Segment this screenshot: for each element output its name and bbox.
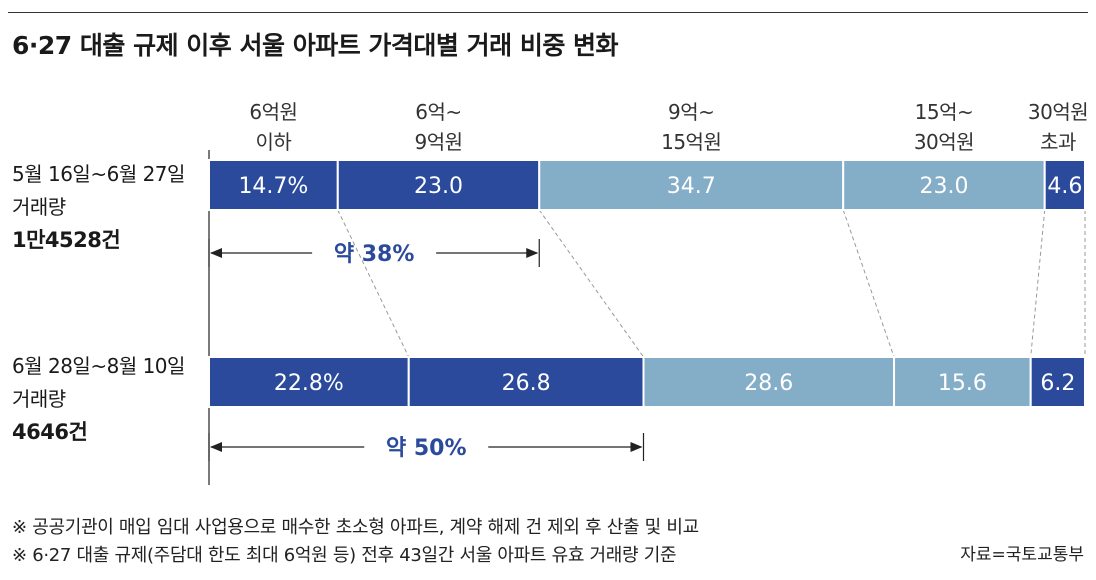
category-label-line1: 9억~ bbox=[668, 100, 715, 124]
bar-segment bbox=[1043, 159, 1086, 211]
bar-segment bbox=[407, 356, 645, 408]
category-label: 6억~ 9억원 bbox=[414, 97, 463, 157]
bar-value-label: 6.2 bbox=[1040, 371, 1075, 396]
bar-value-label: 34.7 bbox=[667, 174, 716, 199]
connector-line bbox=[538, 209, 644, 358]
bar-value-label: 23.0 bbox=[919, 174, 968, 199]
bar-value-label: 28.6 bbox=[744, 371, 793, 396]
connector-line bbox=[337, 209, 410, 358]
row-period: 5월 16일~6월 27일 bbox=[12, 162, 185, 186]
category-label-line1: 6억원 bbox=[249, 100, 298, 124]
bar-value-label: 15.6 bbox=[938, 371, 987, 396]
bracket-arrowhead bbox=[210, 248, 222, 258]
bar-segment bbox=[842, 159, 1046, 211]
category-label-line2: 30억원 bbox=[913, 130, 975, 154]
row-label-1: 5월 16일~6월 27일 거래량 1만4528건 bbox=[12, 158, 185, 257]
connector-line bbox=[842, 209, 895, 358]
category-label-line1: 30억원 bbox=[1027, 100, 1089, 124]
row-volume-count: 1만4528건 bbox=[12, 228, 121, 252]
category-label-line2: 초과 bbox=[1040, 130, 1076, 154]
bar-value-label: 26.8 bbox=[502, 371, 551, 396]
category-label-line1: 6억~ bbox=[415, 100, 462, 124]
source-credit: 자료=국토교통부 bbox=[960, 545, 1084, 565]
footnote-2: ※ 6·27 대출 규제(주담대 한도 최대 6억원 등) 전후 43일간 서울… bbox=[12, 545, 677, 566]
row-volume-count: 4646건 bbox=[12, 420, 88, 444]
footnote-1: ※ 공공기관이 매입 임대 사업용으로 매수한 초소형 아파트, 계약 해제 건… bbox=[12, 517, 699, 538]
category-label-line2: 이하 bbox=[255, 130, 292, 154]
row-volume-label: 거래량 bbox=[12, 195, 66, 219]
bar-value-label: 22.8% bbox=[274, 371, 344, 396]
bracket-label: 약 38% bbox=[334, 242, 415, 267]
category-label: 9억~ 15억원 bbox=[661, 97, 722, 157]
bar-segment bbox=[1029, 356, 1086, 408]
bracket-label: 약 50% bbox=[386, 436, 467, 461]
bracket-arrowhead bbox=[210, 442, 222, 452]
bar-segment bbox=[642, 356, 896, 408]
bar-segment bbox=[538, 159, 845, 211]
category-label-line2: 9억원 bbox=[414, 130, 463, 154]
category-label: 15억~ 30억원 bbox=[913, 97, 975, 157]
row-volume-label: 거래량 bbox=[12, 387, 66, 411]
bar-value-label: 4.6 bbox=[1047, 174, 1082, 199]
top-rule bbox=[8, 12, 1088, 13]
bracket-arrowhead bbox=[526, 248, 539, 258]
bar-segment bbox=[208, 159, 339, 211]
connector-line bbox=[1030, 209, 1046, 358]
row-period: 6월 28일~8월 10일 bbox=[12, 354, 185, 378]
bar-value-label: 14.7% bbox=[238, 174, 308, 199]
bar-segment bbox=[208, 356, 410, 408]
bracket-arrowhead bbox=[630, 442, 643, 452]
bar-value-label: 23.0 bbox=[414, 174, 463, 199]
bar-segment bbox=[336, 159, 541, 211]
chart-title: 6·27 대출 규제 이후 서울 아파트 가격대별 거래 비중 변화 bbox=[12, 31, 619, 60]
category-label-line1: 15억~ bbox=[914, 100, 974, 124]
category-label-line2: 15억원 bbox=[661, 130, 722, 154]
row-label-2: 6월 28일~8월 10일 거래량 4646건 bbox=[12, 350, 185, 449]
